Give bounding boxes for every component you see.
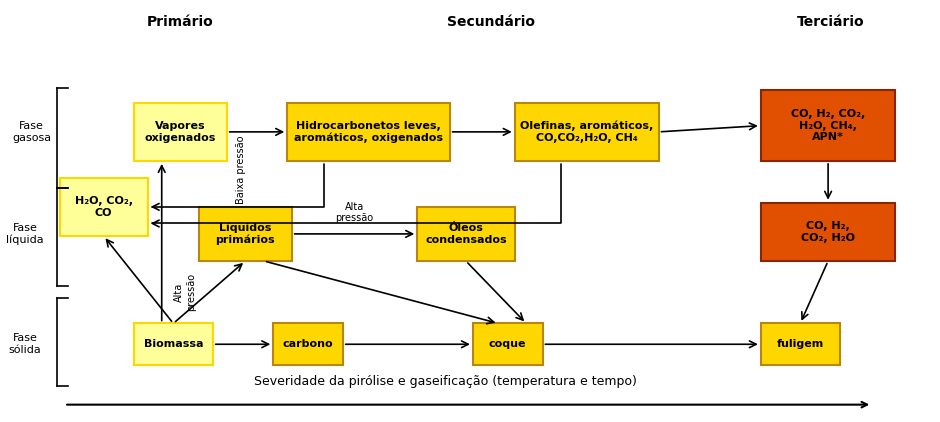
Text: Líquidos
primários: Líquidos primários [215, 222, 275, 245]
FancyBboxPatch shape [133, 323, 212, 365]
Text: CO, H₂,
CO₂, H₂O: CO, H₂, CO₂, H₂O [801, 221, 855, 243]
Text: Óleos
condensados: Óleos condensados [425, 223, 507, 245]
Text: CO, H₂, CO₂,
H₂O, CH₄,
APN*: CO, H₂, CO₂, H₂O, CH₄, APN* [791, 109, 865, 142]
Text: Terciário: Terciário [796, 15, 864, 29]
Text: Fase
sólida: Fase sólida [8, 333, 41, 355]
Text: carbono: carbono [283, 339, 334, 349]
FancyBboxPatch shape [287, 103, 449, 161]
Text: Biomassa: Biomassa [144, 339, 203, 349]
FancyBboxPatch shape [417, 207, 514, 261]
FancyBboxPatch shape [59, 178, 148, 236]
Text: Fase
gasosa: Fase gasosa [12, 121, 52, 143]
Text: coque: coque [489, 339, 526, 349]
Text: Primário: Primário [147, 15, 213, 29]
Text: H₂O, CO₂,
CO: H₂O, CO₂, CO [74, 196, 133, 218]
Text: Severidade da pirólise e gaseificação (temperatura e tempo): Severidade da pirólise e gaseificação (t… [254, 375, 636, 388]
Text: fuligem: fuligem [776, 339, 823, 349]
FancyBboxPatch shape [514, 103, 659, 161]
FancyBboxPatch shape [133, 103, 227, 161]
FancyBboxPatch shape [199, 207, 291, 261]
Text: Vapores
oxigenados: Vapores oxigenados [145, 121, 216, 143]
FancyBboxPatch shape [760, 203, 896, 261]
Text: Alta
pressão: Alta pressão [336, 202, 373, 224]
Text: Hidrocarbonetos leves,
aromáticos, oxigenados: Hidrocarbonetos leves, aromáticos, oxige… [294, 121, 443, 143]
Text: Fase
líquida: Fase líquida [7, 223, 44, 245]
FancyBboxPatch shape [760, 323, 839, 365]
Text: Olefinas, aromáticos,
CO,CO₂,H₂O, CH₄: Olefinas, aromáticos, CO,CO₂,H₂O, CH₄ [520, 121, 653, 143]
Text: Secundário: Secundário [447, 15, 536, 29]
FancyBboxPatch shape [274, 323, 343, 365]
FancyBboxPatch shape [473, 323, 542, 365]
Text: Alta
pressão: Alta pressão [174, 273, 196, 311]
Text: Baixa pressão: Baixa pressão [236, 135, 246, 203]
FancyBboxPatch shape [760, 90, 896, 161]
